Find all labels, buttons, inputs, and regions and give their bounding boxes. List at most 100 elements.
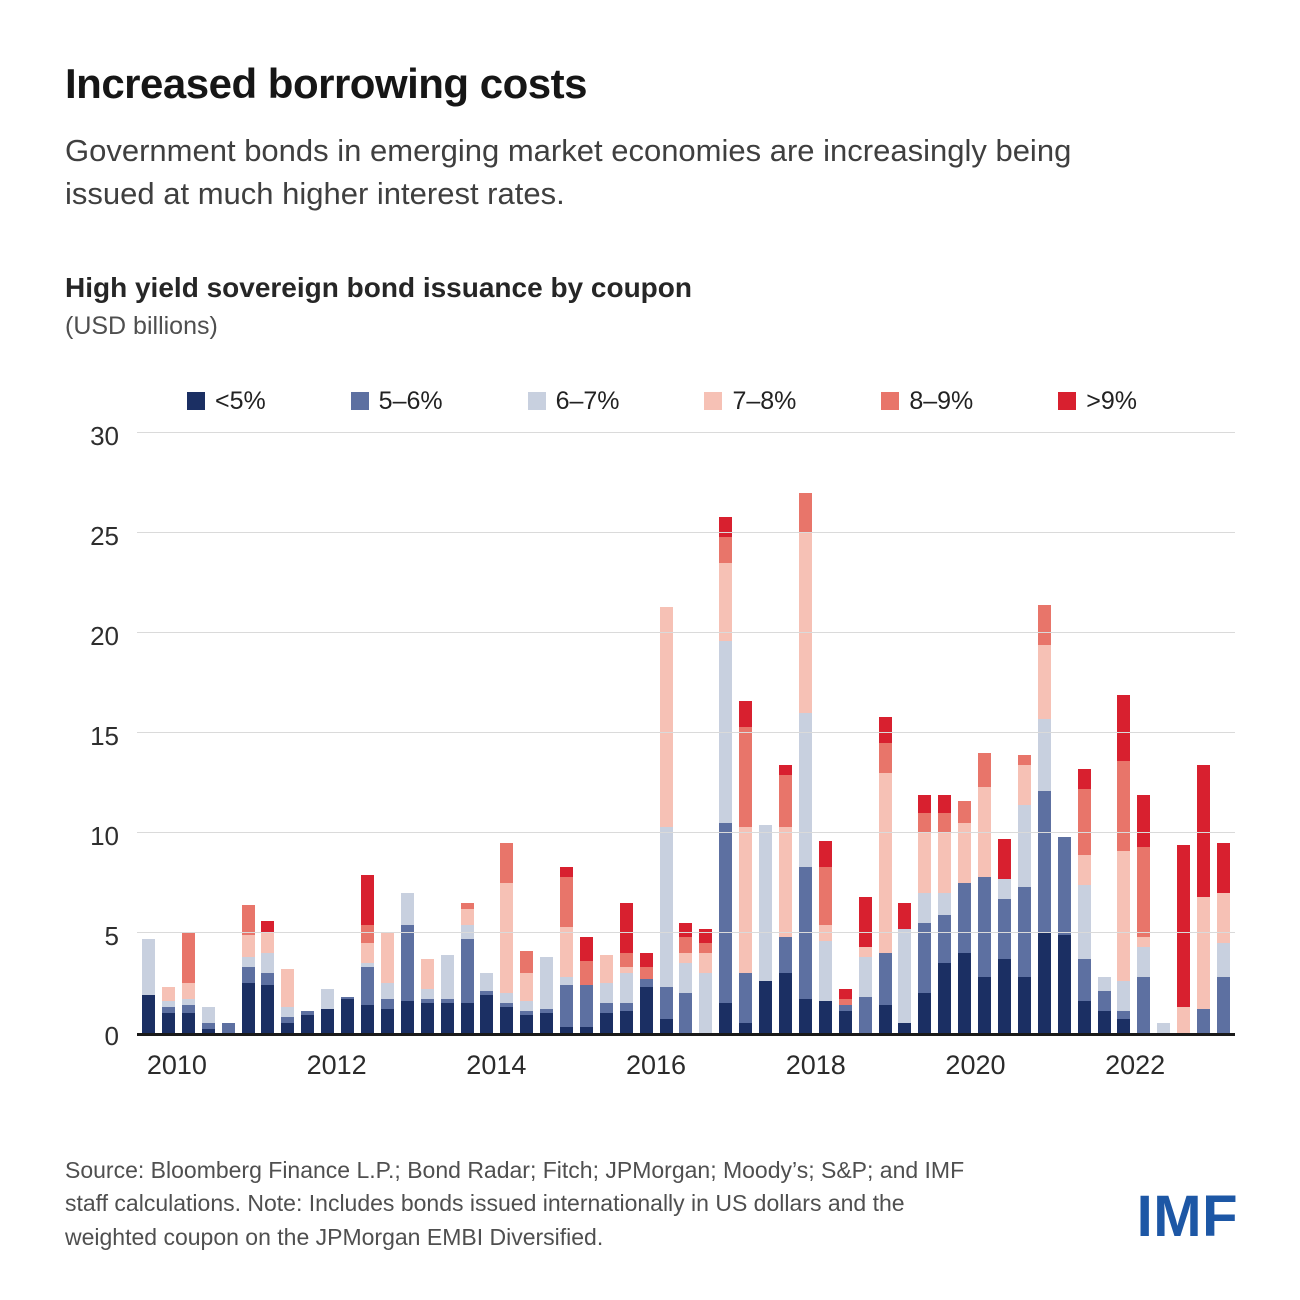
bar-segment — [918, 794, 932, 813]
bar-segment — [818, 1000, 832, 1033]
bar-segment — [1197, 1008, 1211, 1033]
bar-segment — [878, 1004, 892, 1033]
bar-segment — [480, 994, 494, 1033]
bar-2016Q4 — [679, 922, 693, 1033]
bar-2010Q2 — [161, 986, 175, 1033]
bar-2022Q4 — [1157, 1022, 1171, 1033]
bar-segment — [1037, 932, 1051, 1033]
bar-segment — [599, 982, 613, 1003]
bar-segment — [1216, 942, 1230, 977]
bar-2016Q2 — [639, 952, 653, 1033]
bar-2010Q1 — [142, 938, 155, 1033]
bar-segment — [161, 1006, 175, 1013]
bar-segment — [1117, 850, 1131, 981]
bar-segment — [540, 1012, 554, 1033]
bar-2010Q4 — [201, 1006, 215, 1033]
bar-segment — [978, 752, 992, 787]
bar-2021Q3 — [1057, 836, 1071, 1033]
page-title: Increased borrowing costs — [65, 60, 587, 107]
bar-2023Q1 — [1177, 844, 1191, 1033]
bar-segment — [500, 1006, 514, 1033]
legend-label: 5–6% — [378, 386, 443, 415]
bars — [137, 436, 1235, 1033]
bar-segment — [1077, 854, 1091, 885]
bar-segment — [779, 972, 792, 1033]
bar-segment — [360, 942, 374, 963]
bar-segment — [619, 966, 633, 973]
imf-logo: IMF — [1136, 1184, 1238, 1249]
legend-item: 6–7% — [527, 387, 620, 416]
bar-segment — [798, 866, 812, 999]
bar-segment — [1077, 958, 1091, 1001]
gridline — [137, 431, 1235, 433]
gridline — [137, 931, 1235, 933]
bar-segment — [719, 536, 733, 563]
bar-2011Q2 — [241, 904, 255, 1033]
bar-segment — [241, 956, 255, 967]
bar-2012Q2 — [321, 988, 335, 1033]
bar-segment — [1037, 790, 1051, 933]
bar-segment — [500, 992, 514, 1003]
bar-segment — [639, 986, 653, 1033]
bar-segment — [997, 838, 1011, 879]
bar-segment — [540, 1008, 554, 1013]
bar-segment — [181, 982, 195, 999]
legend-item: 8–9% — [881, 387, 973, 416]
bar-segment — [400, 924, 414, 1001]
bar-segment — [500, 882, 514, 993]
bar-2020Q2 — [958, 800, 972, 1033]
bar-segment — [818, 940, 832, 1001]
bar-segment — [759, 980, 773, 1033]
bar-segment — [1216, 892, 1230, 943]
bar-segment — [779, 764, 792, 775]
bar-segment — [520, 1010, 534, 1015]
bar-segment — [221, 1022, 235, 1033]
bar-segment — [659, 986, 673, 1019]
bar-2013Q4 — [440, 954, 454, 1033]
bar-2022Q3 — [1137, 794, 1151, 1033]
bar-segment — [1037, 604, 1051, 645]
legend-item: >9% — [1058, 387, 1137, 416]
bar-segment — [440, 954, 454, 999]
bar-segment — [560, 866, 574, 877]
bar-segment — [520, 1000, 534, 1011]
bar-segment — [898, 928, 912, 1023]
bar-segment — [460, 902, 474, 909]
bar-segment — [958, 800, 972, 823]
bar-segment — [739, 826, 753, 973]
x-tick-label: 2010 — [146, 1049, 207, 1080]
bar-segment — [520, 1014, 534, 1033]
bar-segment — [360, 1004, 374, 1033]
bar-segment — [599, 954, 613, 983]
bar-segment — [858, 956, 872, 997]
bar-segment — [958, 822, 972, 883]
bar-segment — [560, 984, 574, 1027]
bar-segment — [480, 990, 494, 995]
legend: <5% 5–6% 6–7% 7–8% 8–9% >9% — [187, 387, 1137, 416]
bar-2022Q1 — [1097, 976, 1111, 1033]
bar-segment — [241, 904, 255, 935]
bar-segment — [1017, 976, 1031, 1033]
bar-segment — [938, 812, 952, 833]
bar-segment — [759, 824, 773, 981]
bar-2014Q4 — [520, 950, 534, 1033]
x-tick-label: 2012 — [306, 1049, 367, 1080]
legend-label: 8–9% — [909, 386, 974, 415]
bar-segment — [241, 982, 255, 1033]
bar-segment — [858, 946, 872, 957]
source-note: Source: Bloomberg Finance L.P.; Bond Rad… — [65, 1156, 965, 1250]
bar-segment — [659, 606, 673, 827]
legend-label: 7–8% — [732, 386, 797, 415]
bar-segment — [719, 562, 733, 641]
bar-2015Q3 — [579, 936, 593, 1033]
bar-2015Q1 — [540, 956, 554, 1033]
bar-2021Q1 — [1017, 754, 1031, 1033]
bar-segment — [261, 984, 275, 1033]
bar-segment — [301, 1010, 315, 1015]
bar-segment — [838, 1010, 852, 1033]
bar-segment — [360, 966, 374, 1005]
bar-2016Q3 — [659, 606, 673, 1033]
bar-segment — [1137, 936, 1151, 947]
bar-segment — [201, 1022, 215, 1029]
bar-segment — [818, 840, 832, 867]
